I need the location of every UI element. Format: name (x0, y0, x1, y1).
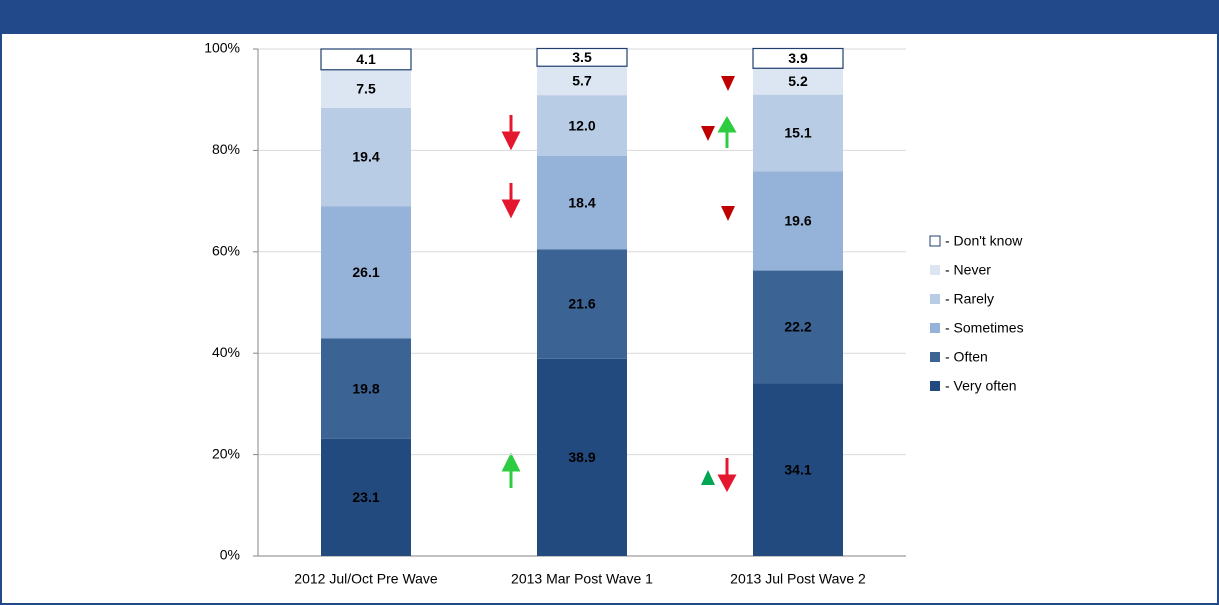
data-label: 21.6 (568, 296, 595, 312)
bar-segment (537, 249, 627, 359)
bar-segment (753, 270, 843, 384)
data-label: 19.6 (784, 213, 811, 229)
legend-swatch (930, 352, 940, 362)
bar-segment (321, 438, 411, 556)
bar-segment (320, 48, 412, 71)
data-label: 5.7 (572, 72, 592, 88)
bar-segment (753, 68, 843, 95)
bar-segment (321, 69, 411, 108)
bar-segment (536, 47, 628, 67)
bar-segment (321, 206, 411, 339)
legend-swatch (930, 323, 940, 333)
legend-label: - Often (945, 349, 988, 365)
down-arrow (501, 183, 521, 219)
down-triangle (721, 206, 735, 221)
data-label: 38.9 (568, 449, 595, 465)
data-label: 4.1 (356, 51, 376, 67)
legend-label: - Don't know (945, 233, 1023, 249)
legend-swatch (930, 265, 940, 275)
down-arrow (501, 115, 521, 151)
data-label: 34.1 (784, 461, 811, 477)
data-label: 15.1 (784, 125, 811, 141)
header-bar (0, 0, 1219, 34)
data-label: 7.5 (356, 81, 376, 97)
y-tick-label: 80% (212, 141, 240, 157)
data-label: 3.5 (572, 49, 592, 65)
legend-label: - Never (945, 262, 991, 278)
bar-segment (752, 47, 844, 69)
legend-label: - Rarely (945, 291, 994, 307)
data-label: 19.8 (352, 380, 379, 396)
down-arrow (717, 458, 737, 493)
bar-segment (753, 94, 843, 172)
data-label: 18.4 (568, 194, 595, 210)
legend-swatch (929, 235, 941, 247)
data-label: 5.2 (788, 73, 808, 89)
y-tick-label: 20% (212, 445, 240, 461)
data-label: 22.2 (784, 319, 811, 335)
legend-label: - Sometimes (945, 320, 1024, 336)
down-triangle (721, 76, 735, 91)
y-tick-label: 0% (220, 547, 240, 563)
legend-label: - Very often (945, 378, 1017, 394)
up-arrow (717, 116, 737, 148)
data-label: 12.0 (568, 117, 595, 133)
bar-segment (321, 107, 411, 207)
x-tick-label: 2012 Jul/Oct Pre Wave (294, 571, 438, 587)
legend-swatch (930, 294, 940, 304)
bar-segment (753, 171, 843, 271)
y-tick-label: 60% (212, 243, 240, 259)
x-tick-label: 2013 Jul Post Wave 2 (730, 571, 866, 587)
data-label: 26.1 (352, 264, 379, 280)
bar-segment (537, 358, 627, 556)
data-label: 3.9 (788, 50, 808, 66)
y-tick-label: 100% (204, 40, 240, 56)
up-triangle (701, 470, 715, 485)
legend-swatch (930, 381, 940, 391)
bar-segment (753, 383, 843, 556)
up-arrow (501, 452, 521, 488)
down-triangle (701, 126, 715, 141)
bar-segment (537, 66, 627, 96)
bar-segment (537, 155, 627, 250)
bar-segment (537, 95, 627, 156)
data-label: 19.4 (352, 149, 379, 165)
bar-segment (321, 338, 411, 439)
y-tick-label: 40% (212, 344, 240, 360)
change-indicators (501, 76, 737, 493)
x-tick-label: 2013 Mar Post Wave 1 (511, 571, 653, 587)
data-label: 23.1 (352, 489, 379, 505)
